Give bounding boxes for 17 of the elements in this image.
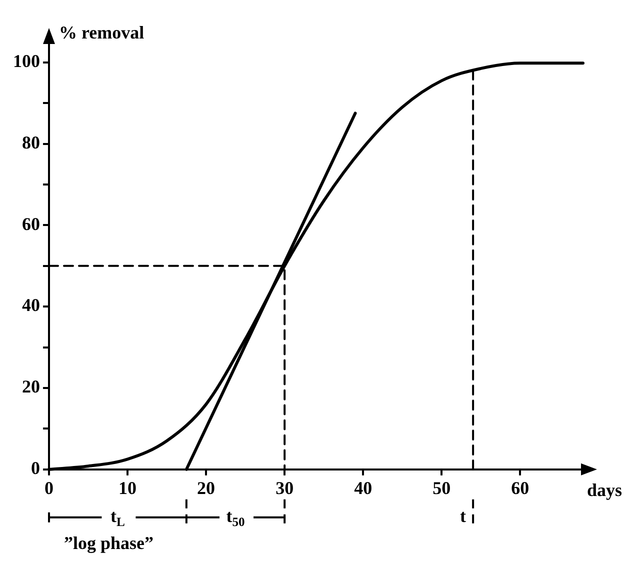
y-tick-label: 80 (22, 132, 40, 152)
y-tick-label: 20 (22, 376, 40, 397)
text: t (460, 506, 466, 526)
x-tick-label: 30 (276, 478, 294, 498)
x-tick-label: 0 (44, 478, 54, 498)
x-tick-label: 60 (511, 478, 530, 498)
y-tick-label: 60 (22, 214, 40, 234)
y-tick-label: 100 (13, 51, 40, 72)
x-axis-title: days (587, 480, 622, 500)
x-tick-label: 20 (197, 478, 216, 498)
y-tick-label: 0 (31, 458, 40, 478)
y-axis-title: % removal (59, 22, 144, 43)
x-tick-label: 50 (432, 478, 451, 498)
y-tick-label: 40 (22, 295, 40, 316)
text: ”log phase” (64, 533, 154, 554)
x-tick-label: 40 (354, 478, 372, 498)
x-tick-label: 10 (118, 478, 137, 498)
